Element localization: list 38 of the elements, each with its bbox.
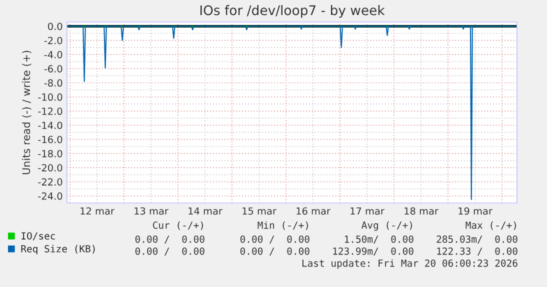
text: 0.00 / 0.00 bbox=[135, 235, 204, 244]
text: 122.33 / 0.00 bbox=[437, 247, 518, 256]
x-tick-label: 12 mar bbox=[80, 207, 114, 215]
x-tick-label: 19 mar bbox=[458, 207, 492, 215]
x-tick-label: 15 mar bbox=[242, 207, 276, 215]
text: 0.00 / 0.00 bbox=[240, 247, 310, 256]
text: 0.00 / 0.00 bbox=[135, 247, 204, 256]
text: 0.00 / 0.00 bbox=[240, 235, 310, 244]
legend-label: IO/sec bbox=[22, 232, 55, 240]
x-tick-label: 13 mar bbox=[134, 207, 168, 215]
text: 285.03m/ 0.00 bbox=[436, 235, 518, 244]
x-tick-label: 16 mar bbox=[296, 207, 330, 215]
text: Avg (-/+) bbox=[362, 221, 412, 231]
text: Last update: Fri Mar 20 06:00:23 2026 bbox=[302, 259, 518, 269]
x-tick-label: 17 mar bbox=[350, 207, 384, 215]
y-tick-label: -4.0 bbox=[44, 51, 62, 58]
text: Cur (-/+) bbox=[152, 221, 203, 230]
y-axis-title: Units read (-) / write (+) bbox=[22, 50, 32, 174]
x-tick-label: 14 mar bbox=[188, 207, 222, 215]
y-tick-label: 0.0 bbox=[48, 22, 62, 30]
y-tick-label: -2.0 bbox=[44, 36, 62, 44]
text: 123.99m/ 0.00 bbox=[333, 247, 414, 256]
legend-label: Req Size (KB) bbox=[21, 244, 95, 254]
chart-title: IOs for /dev/loop7 - by week bbox=[200, 5, 385, 18]
y-tick-label: -22.0 bbox=[38, 178, 62, 186]
text: 1.50m/ 0.00 bbox=[344, 235, 414, 244]
text: Max (-/+) bbox=[466, 221, 516, 230]
y-tick-label: -6.0 bbox=[44, 65, 62, 72]
y-tick-label: -14.0 bbox=[38, 122, 62, 130]
y-tick-label: -18.0 bbox=[38, 150, 62, 158]
x-tick-label: 18 mar bbox=[404, 207, 438, 215]
y-tick-label: -24.0 bbox=[38, 192, 62, 200]
y-tick-label: -16.0 bbox=[38, 136, 62, 144]
y-tick-label: -8.0 bbox=[44, 79, 62, 87]
y-tick-label: -20.0 bbox=[38, 164, 62, 172]
y-tick-label: -12.0 bbox=[38, 108, 62, 115]
text: Min (-/+) bbox=[258, 221, 308, 230]
y-tick-label: -10.0 bbox=[38, 93, 62, 101]
